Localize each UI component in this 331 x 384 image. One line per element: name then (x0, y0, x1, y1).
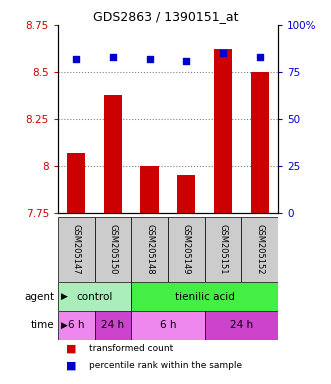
Text: GSM205147: GSM205147 (72, 224, 81, 275)
Bar (131, 282, 278, 311)
Point (110, 54, 116, 60)
Bar (131, 311, 205, 340)
Bar (104, 94, 122, 213)
Text: tienilic acid: tienilic acid (175, 291, 235, 302)
Text: GSM205148: GSM205148 (145, 224, 154, 275)
Bar (58, 311, 95, 340)
Text: ▶: ▶ (61, 292, 68, 301)
Bar (251, 72, 269, 213)
Text: ■: ■ (66, 344, 77, 354)
Text: GSM205150: GSM205150 (109, 224, 118, 275)
Bar (241, 217, 278, 282)
Text: ▶: ▶ (61, 321, 68, 330)
Bar (58, 282, 131, 311)
Bar (205, 311, 278, 340)
Text: percentile rank within the sample: percentile rank within the sample (89, 361, 243, 370)
Text: GDS2863 / 1390151_at: GDS2863 / 1390151_at (93, 10, 238, 23)
Point (184, 58, 189, 64)
Text: GSM205151: GSM205151 (218, 224, 227, 275)
Text: transformed count: transformed count (89, 344, 174, 353)
Bar (95, 217, 131, 282)
Text: time: time (31, 320, 55, 331)
Bar (214, 50, 232, 213)
Point (147, 56, 152, 62)
Text: GSM205149: GSM205149 (182, 224, 191, 275)
Text: 6 h: 6 h (68, 320, 84, 331)
Text: ■: ■ (66, 361, 77, 371)
Point (73, 56, 79, 62)
Bar (168, 217, 205, 282)
Text: 6 h: 6 h (160, 320, 176, 331)
Bar (67, 153, 85, 213)
Text: GSM205152: GSM205152 (255, 224, 264, 275)
Text: control: control (76, 291, 113, 302)
Bar (131, 217, 168, 282)
Text: agent: agent (24, 291, 55, 302)
Bar (58, 217, 95, 282)
Bar (95, 311, 131, 340)
Point (257, 54, 262, 60)
Bar (205, 217, 241, 282)
Bar (177, 175, 196, 213)
Point (220, 50, 226, 56)
Text: 24 h: 24 h (230, 320, 253, 331)
Text: 24 h: 24 h (101, 320, 124, 331)
Bar (140, 166, 159, 213)
